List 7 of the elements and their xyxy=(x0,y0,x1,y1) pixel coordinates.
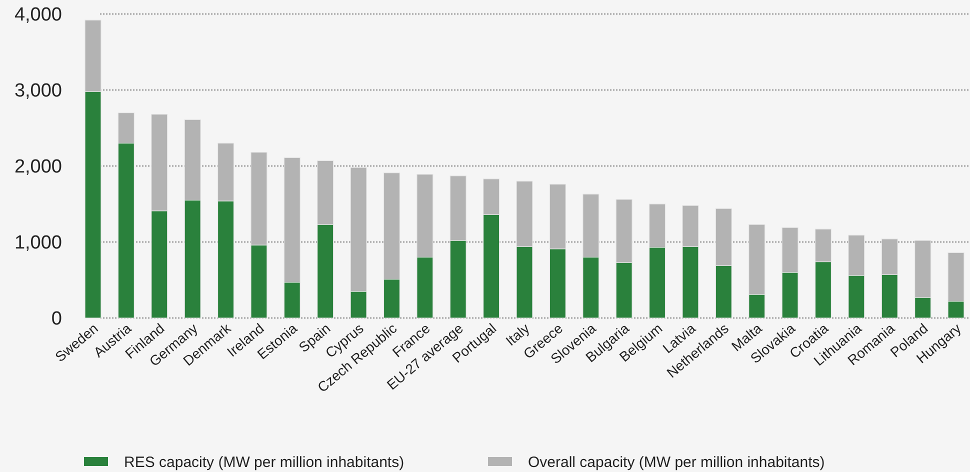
legend-label: RES capacity (MW per million inhabitants) xyxy=(124,454,404,471)
y-tick-label: 2,000 xyxy=(14,156,62,178)
y-tick-label: 4,000 xyxy=(14,4,62,26)
y-tick-label: 0 xyxy=(51,308,62,330)
y-tick-label: 1,000 xyxy=(14,232,62,254)
legend-label: Overall capacity (MW per million inhabitants) xyxy=(528,454,825,471)
y-tick-label: 3,000 xyxy=(14,80,62,102)
